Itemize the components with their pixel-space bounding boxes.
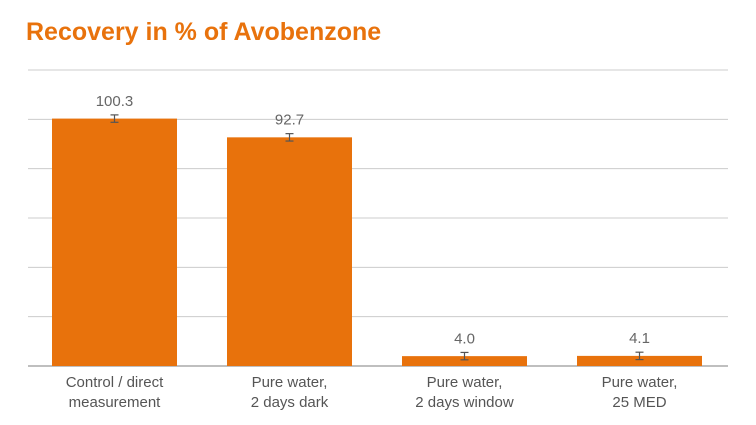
value-label-2: 4.0 <box>454 330 475 347</box>
bar-2 <box>402 356 527 366</box>
category-labels: Control / direct measurement Pure water, 2 … <box>66 374 678 411</box>
category-label-2-line-1: 2 days window <box>415 394 514 411</box>
category-label-0-line-1: measurement <box>69 394 162 411</box>
category-label-1-line-0: Pure water, <box>252 374 328 391</box>
error-bars <box>110 114 644 361</box>
bar-0 <box>52 118 177 367</box>
category-label-0-line-0: Control / direct <box>66 374 164 391</box>
category-label-1-line-1: 2 days dark <box>251 394 329 411</box>
bar-1 <box>227 137 352 366</box>
error-bar-1 <box>285 133 294 142</box>
category-label-2-line-0: Pure water, <box>427 374 503 391</box>
value-label-3: 4.1 <box>629 330 650 347</box>
bar-3 <box>577 355 702 366</box>
value-labels: 100.3 92.7 4.0 4.1 <box>96 93 650 348</box>
value-label-0: 100.3 <box>96 93 134 110</box>
error-bar-0 <box>110 114 119 123</box>
error-bar-2 <box>460 351 469 361</box>
bars <box>52 118 702 367</box>
error-bar-3 <box>635 351 644 361</box>
category-label-3-line-1: 25 MED <box>612 394 666 411</box>
chart-title: Recovery in % of Avobenzone <box>26 18 382 46</box>
category-label-3-line-0: Pure water, <box>602 374 678 391</box>
value-label-1: 92.7 <box>275 112 304 129</box>
